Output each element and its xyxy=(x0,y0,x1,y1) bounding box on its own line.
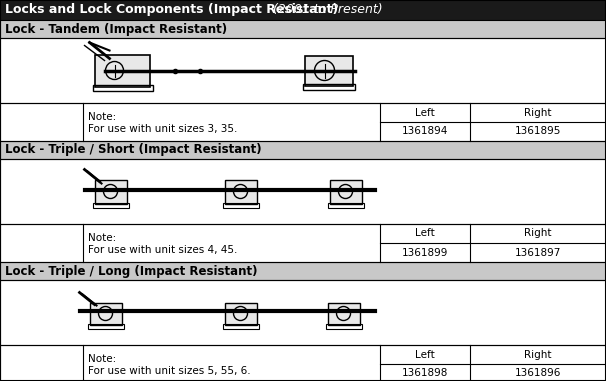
Text: 1361899: 1361899 xyxy=(402,248,448,258)
Text: Left: Left xyxy=(415,349,435,360)
Text: Left: Left xyxy=(415,107,435,117)
Bar xyxy=(222,323,259,328)
Text: 1361897: 1361897 xyxy=(515,248,561,258)
Bar xyxy=(0,280,606,345)
Bar xyxy=(0,224,606,262)
Bar xyxy=(0,345,606,381)
Bar xyxy=(224,303,256,325)
Bar xyxy=(95,179,127,203)
Text: Note:: Note: xyxy=(88,112,116,122)
Bar xyxy=(224,179,256,203)
Bar xyxy=(327,303,359,325)
Bar xyxy=(327,202,364,208)
Bar xyxy=(0,20,606,38)
Text: Right: Right xyxy=(524,107,551,117)
Text: 1361894: 1361894 xyxy=(402,126,448,136)
Bar xyxy=(95,54,150,86)
Bar xyxy=(0,38,606,103)
Text: 1361895: 1361895 xyxy=(515,126,561,136)
Bar xyxy=(0,345,606,381)
Text: For use with unit sizes 4, 45.: For use with unit sizes 4, 45. xyxy=(88,245,238,255)
Bar xyxy=(0,141,606,159)
Bar xyxy=(330,179,362,203)
Bar xyxy=(0,20,606,38)
Bar xyxy=(93,202,128,208)
Text: For use with unit sizes 5, 55, 6.: For use with unit sizes 5, 55, 6. xyxy=(88,366,251,376)
Text: Lock - Triple / Short (Impact Resistant): Lock - Triple / Short (Impact Resistant) xyxy=(5,144,262,157)
Bar xyxy=(93,85,153,91)
Bar xyxy=(90,303,122,325)
Bar xyxy=(95,179,127,203)
Bar xyxy=(224,179,256,203)
Bar xyxy=(0,0,606,20)
Bar xyxy=(95,54,150,86)
Bar xyxy=(90,303,122,325)
Bar xyxy=(330,179,362,203)
Text: Locks and Lock Components (Impact Resistant): Locks and Lock Components (Impact Resist… xyxy=(5,3,338,16)
Bar xyxy=(305,56,353,85)
Bar xyxy=(327,303,359,325)
Bar xyxy=(0,141,606,159)
Text: Lock - Tandem (Impact Resistant): Lock - Tandem (Impact Resistant) xyxy=(5,22,227,35)
Text: Right: Right xyxy=(524,229,551,239)
Text: Left: Left xyxy=(415,229,435,239)
Bar xyxy=(325,323,362,328)
Bar xyxy=(302,83,355,90)
Bar xyxy=(0,224,606,262)
Bar xyxy=(305,56,353,85)
Bar xyxy=(0,280,606,345)
Text: (2001 to Present): (2001 to Present) xyxy=(265,3,382,16)
Text: Note:: Note: xyxy=(88,354,116,364)
Bar xyxy=(222,202,259,208)
Text: Note:: Note: xyxy=(88,233,116,243)
Bar xyxy=(0,262,606,280)
Text: For use with unit sizes 3, 35.: For use with unit sizes 3, 35. xyxy=(88,124,238,134)
Text: Lock - Triple / Long (Impact Resistant): Lock - Triple / Long (Impact Resistant) xyxy=(5,264,258,277)
Bar xyxy=(0,103,606,141)
Bar xyxy=(0,103,606,141)
Bar xyxy=(0,159,606,224)
Bar xyxy=(0,159,606,224)
Text: Right: Right xyxy=(524,349,551,360)
Bar xyxy=(0,38,606,103)
Text: 1361898: 1361898 xyxy=(402,368,448,378)
Bar xyxy=(0,262,606,280)
Bar xyxy=(224,303,256,325)
Text: 1361896: 1361896 xyxy=(515,368,561,378)
Bar xyxy=(87,323,124,328)
